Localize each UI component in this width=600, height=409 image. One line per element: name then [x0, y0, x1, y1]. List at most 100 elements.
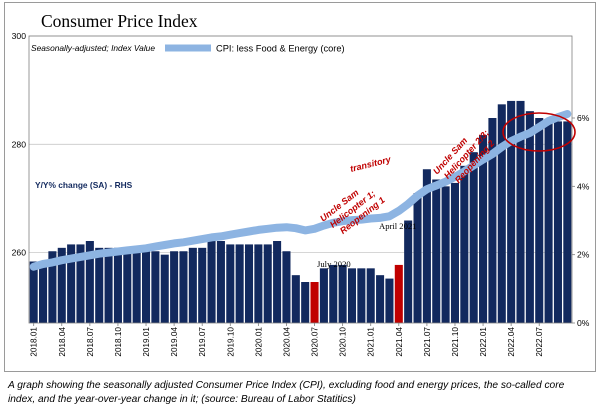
x-tick-label-2021.10: 2021.10 [451, 327, 460, 357]
bar-54 [535, 118, 544, 323]
bar-44 [441, 186, 450, 323]
line-series [29, 110, 572, 271]
right-tick-label-2: 2% [577, 250, 590, 260]
bar-20 [216, 241, 225, 323]
bar-21 [226, 244, 235, 323]
bar-53 [525, 111, 534, 324]
bar-36 [366, 268, 375, 323]
bar-48 [479, 135, 488, 323]
bar-43 [432, 179, 441, 323]
right-tick-label-6: 6% [577, 113, 590, 123]
bar-16 [179, 251, 188, 323]
bar-12 [142, 247, 151, 323]
annotation-july-2020: July 2020 [317, 259, 351, 269]
bar-32 [329, 264, 338, 323]
bar-35 [357, 268, 366, 323]
bar-26 [273, 241, 282, 323]
axes: 260 280 300 0% 2% 4% 6% 2018.01 2018.04 2018.07 20… [12, 31, 590, 357]
left-tick-label-260: 260 [12, 248, 27, 258]
bar-49 [488, 118, 497, 323]
x-tick-label-2018.07: 2018.07 [86, 327, 95, 357]
x-tick-label-2019.07: 2019.07 [198, 327, 207, 357]
bar-41 [413, 193, 422, 323]
x-tick-label-2018.10: 2018.10 [114, 327, 123, 357]
bar-28 [291, 275, 300, 323]
bar-46 [460, 165, 469, 323]
x-tick-label-2019.01: 2019.01 [142, 327, 151, 357]
chart-subtitle: Seasonally-adjusted; Index Value [31, 43, 155, 53]
bar-8 [104, 247, 113, 323]
bar-5 [76, 244, 85, 323]
bar-23 [244, 244, 254, 323]
right-tick-label-4: 4% [577, 181, 590, 191]
annotation-helicopter-1: Uncle SamHelicopter 1;Reopening 1 [318, 178, 387, 241]
x-tick-label-2020.07: 2020.07 [311, 327, 320, 357]
bar-11 [132, 247, 141, 323]
bar-7 [95, 247, 104, 323]
legend-label: CPI: less Food & Energy (core) [216, 44, 345, 54]
bar-10 [123, 247, 132, 323]
bar-24 [254, 244, 263, 323]
x-tick-label-2022.01: 2022.01 [479, 327, 488, 357]
annotation-transitory: transitory [349, 154, 393, 174]
x-tick-label-2019.04: 2019.04 [170, 327, 179, 357]
right-axis-label: Y/Y% change (SA) - RHS [35, 180, 133, 190]
bar-27 [282, 251, 291, 323]
chart-frame: 260 280 300 0% 2% 4% 6% 2018.01 2018.04 2018.07 20… [4, 2, 596, 372]
x-tick-label-2020.10: 2020.10 [339, 327, 348, 357]
bar-47 [469, 152, 478, 323]
bar-56 [553, 121, 562, 324]
bar-45 [450, 182, 459, 323]
x-tick-label-2021.07: 2021.07 [423, 327, 432, 357]
peak-circle-annotation [502, 112, 576, 152]
bar-2 [48, 251, 57, 323]
bar-30 [310, 282, 319, 323]
bar-6 [85, 241, 94, 323]
bar-1 [39, 261, 48, 323]
plot-area-border [28, 35, 573, 324]
bar-series [29, 100, 572, 324]
bar-3 [57, 247, 66, 323]
figure-caption: A graph showing the seasonally adjusted … [8, 380, 565, 405]
bar-13 [151, 251, 160, 323]
bar-18 [198, 247, 207, 323]
bar-57 [563, 121, 572, 324]
bar-33 [338, 264, 347, 323]
x-tick-label-2020.01: 2020.01 [254, 327, 263, 357]
bar-42 [422, 169, 431, 323]
x-tick-label-2018.01: 2018.01 [30, 327, 39, 357]
bar-14 [160, 254, 169, 323]
right-tick-label-0: 0% [577, 318, 590, 328]
bar-39 [394, 264, 403, 323]
x-tick-label-2022.04: 2022.04 [507, 327, 516, 357]
bar-4 [67, 244, 76, 323]
bar-29 [301, 282, 310, 323]
annotation-april-2021: April 2021 [379, 221, 416, 231]
x-tick-label-2022.07: 2022.07 [535, 327, 544, 357]
bar-38 [385, 278, 394, 323]
bar-55 [544, 121, 553, 324]
x-tick-label-2021.04: 2021.04 [395, 327, 404, 357]
bar-17 [188, 247, 197, 323]
bar-31 [319, 268, 328, 323]
cpi-core-line [29, 110, 572, 271]
x-tick-label-2021.01: 2021.01 [367, 327, 376, 357]
left-tick-label-280: 280 [12, 139, 27, 149]
bar-40 [404, 220, 413, 323]
chart-title: Consumer Price Index [41, 11, 198, 31]
bar-25 [263, 244, 272, 323]
chart-svg: 260 280 300 0% 2% 4% 6% 2018.01 2018.04 2018.07 20… [12, 11, 590, 357]
bar-19 [207, 241, 216, 323]
bar-22 [235, 244, 244, 323]
bar-52 [516, 100, 525, 324]
bar-34 [347, 268, 357, 323]
bar-37 [376, 275, 385, 323]
bar-9 [113, 247, 122, 323]
bar-51 [507, 100, 516, 324]
x-tick-label-2018.04: 2018.04 [58, 327, 67, 357]
left-tick-label-300: 300 [12, 31, 27, 41]
bar-15 [170, 251, 179, 323]
x-tick-label-2019.10: 2019.10 [226, 327, 235, 357]
bar-50 [497, 104, 506, 323]
x-tick-label-2020.04: 2020.04 [282, 327, 291, 357]
